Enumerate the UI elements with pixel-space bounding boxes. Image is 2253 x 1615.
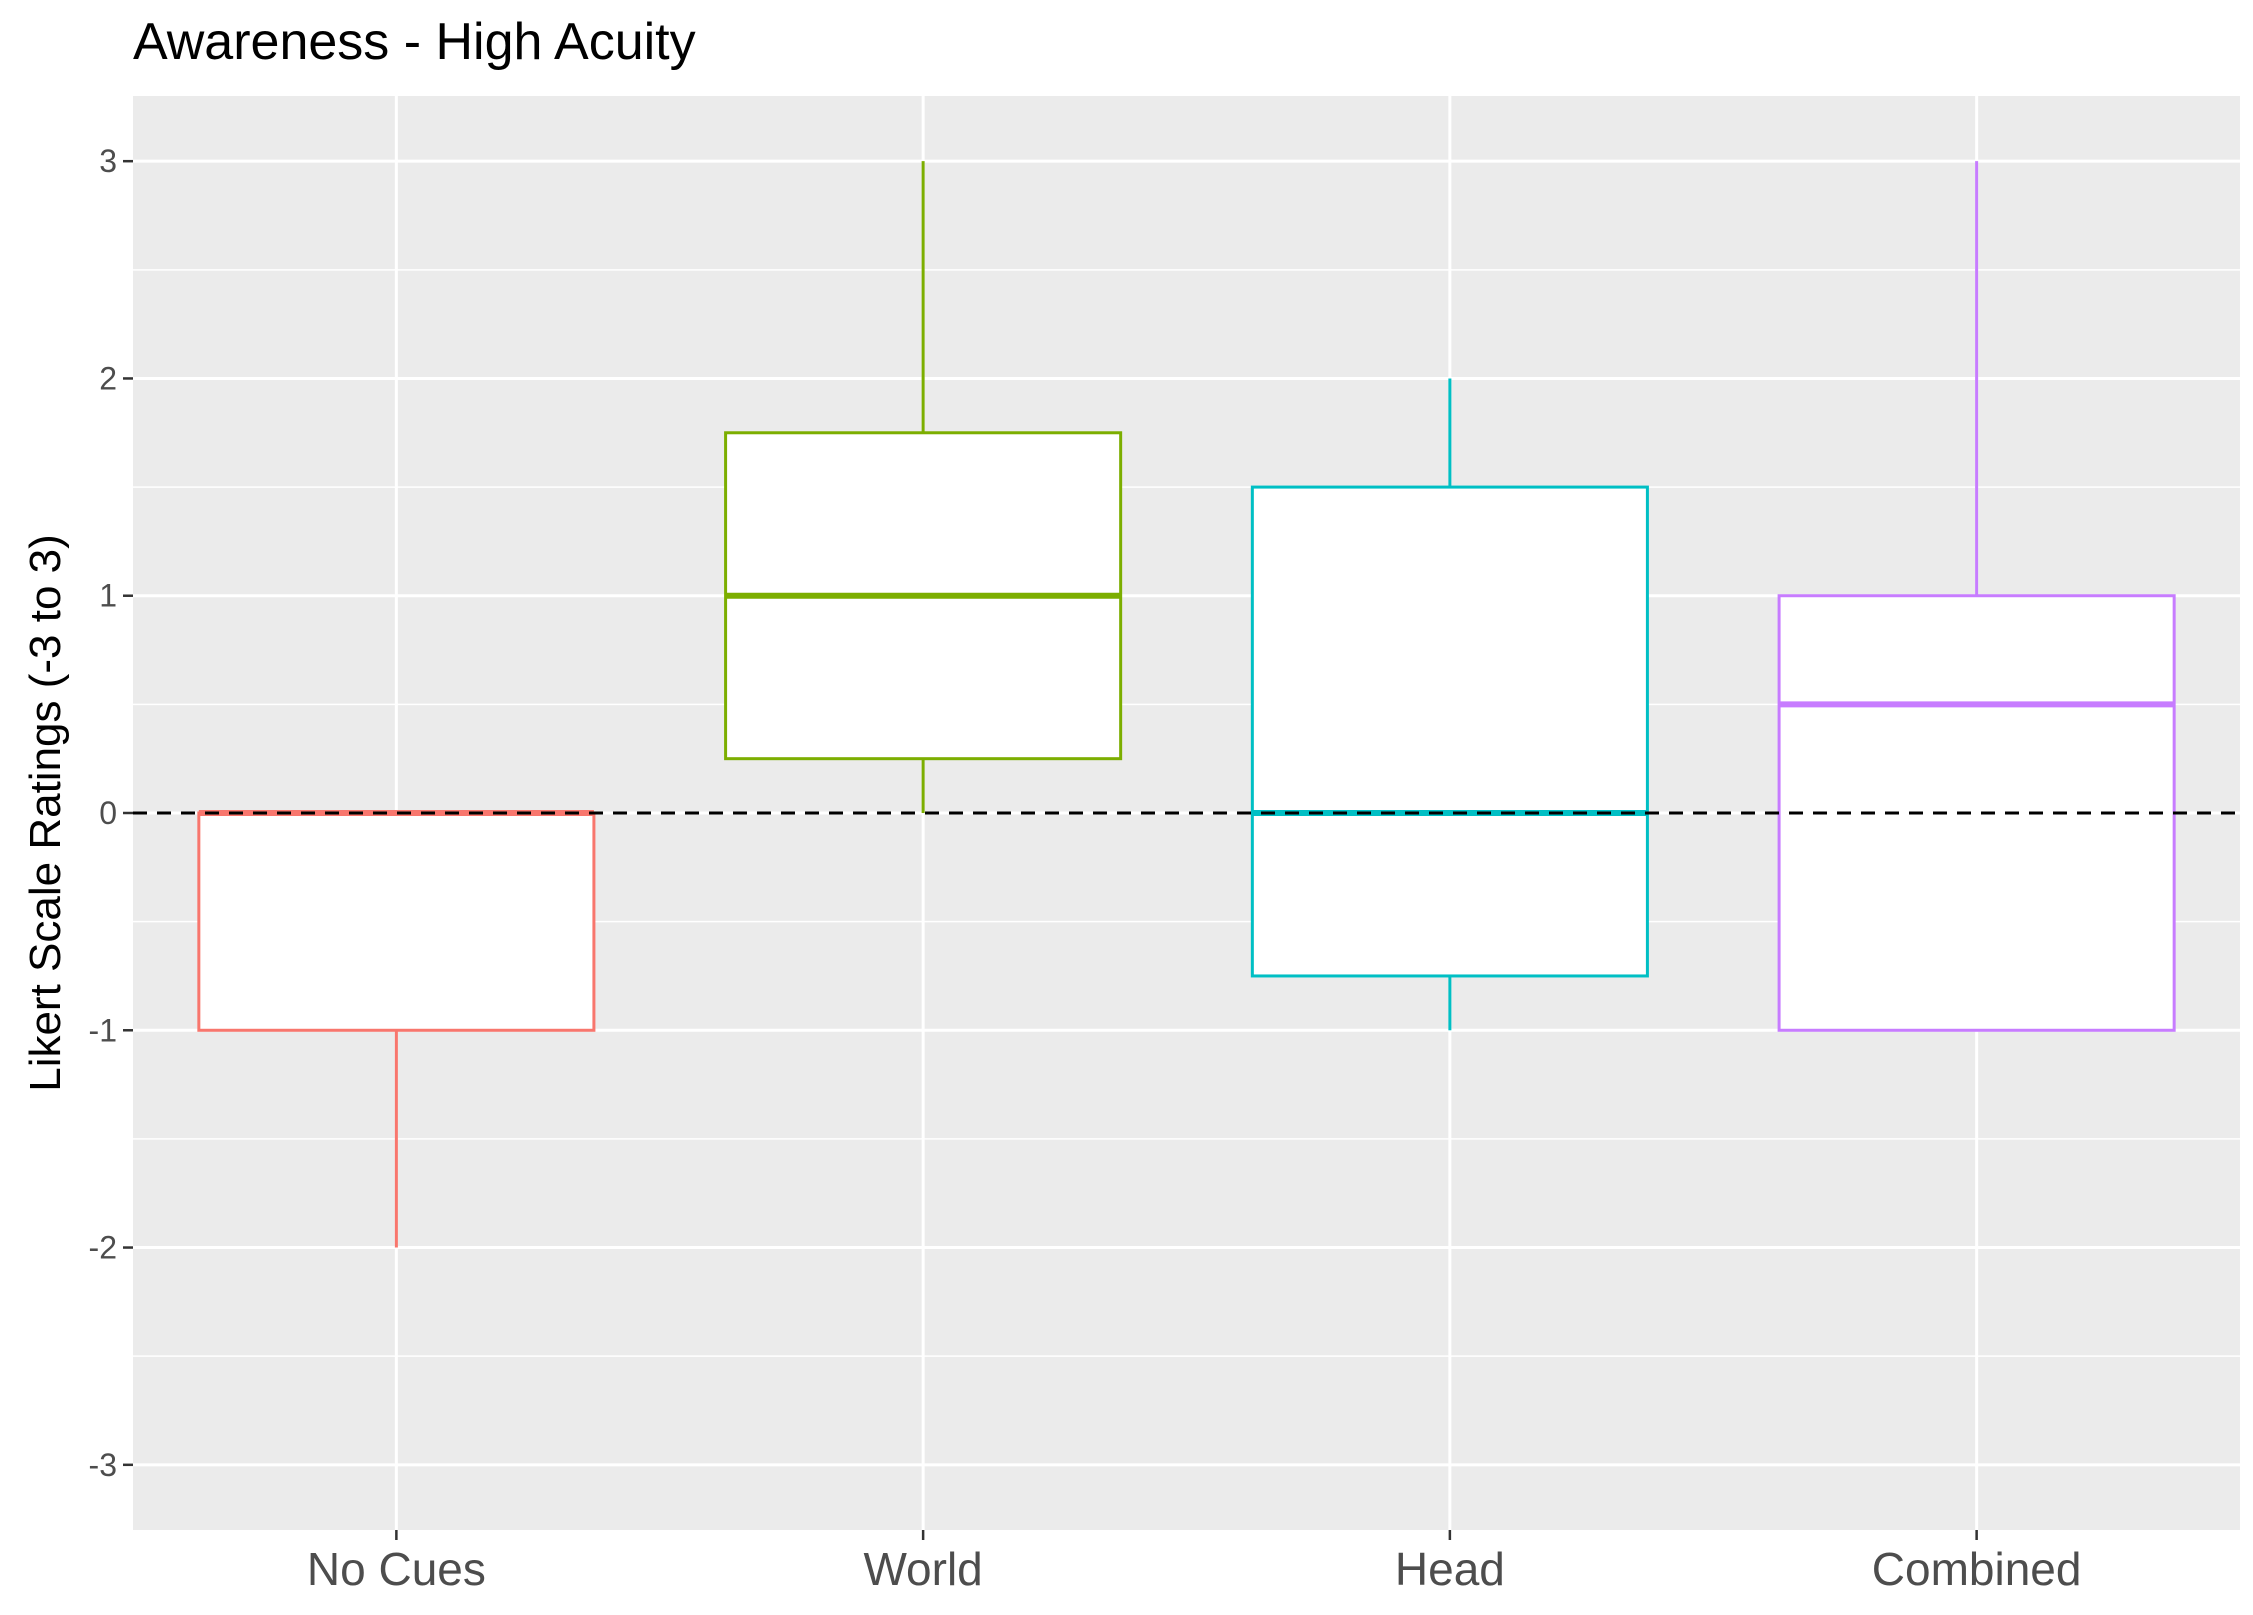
y-tick-label: -2 — [89, 1230, 117, 1266]
x-tick-label: World — [863, 1543, 982, 1595]
box-body — [1250, 485, 1649, 978]
box-no-cues — [197, 810, 596, 1248]
x-tick-label: Combined — [1872, 1543, 2082, 1595]
x-tick-label: No Cues — [307, 1543, 486, 1595]
box-world — [724, 161, 1123, 813]
y-tick-label: -3 — [89, 1447, 117, 1483]
box-head — [1250, 378, 1649, 1031]
y-tick-label: 3 — [99, 143, 117, 179]
chart-title: Awareness - High Acuity — [133, 13, 696, 71]
y-tick-label: -1 — [89, 1012, 117, 1048]
y-tick-label: 2 — [99, 360, 117, 396]
x-tick-label: Head — [1395, 1543, 1505, 1595]
y-tick-label: 1 — [99, 578, 117, 614]
box-body — [197, 811, 596, 1032]
y-tick-label: 0 — [99, 795, 117, 831]
y-axis-title: Likert Scale Ratings (-3 to 3) — [21, 534, 70, 1092]
